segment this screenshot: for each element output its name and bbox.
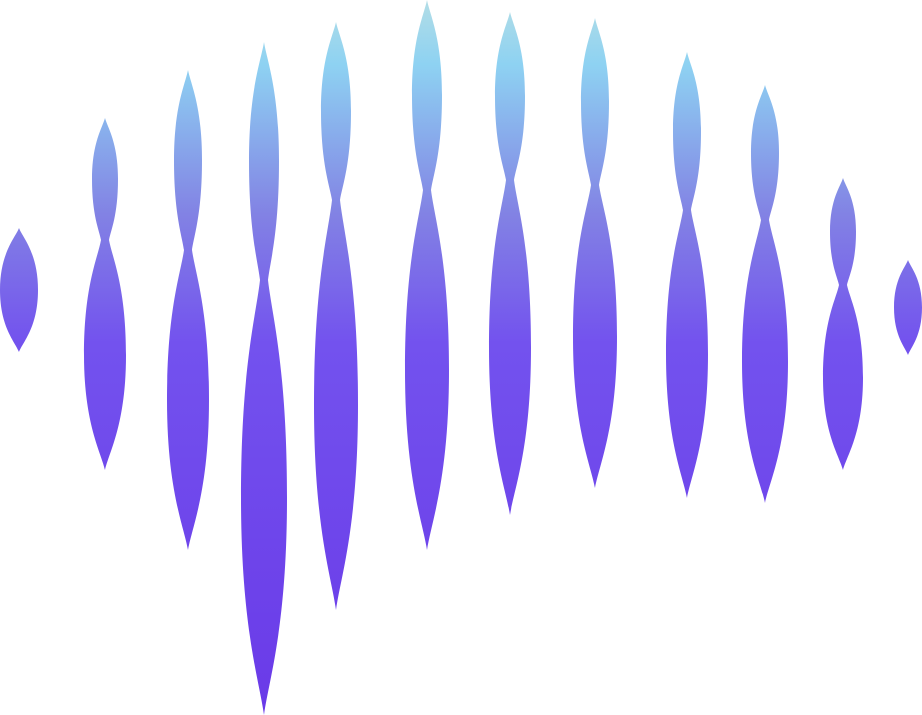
wave-bar	[0, 228, 38, 352]
wave-bar	[241, 42, 287, 715]
wave-bar	[573, 18, 617, 488]
wave-bar	[405, 0, 449, 550]
wave-bar	[666, 52, 708, 498]
wave-bar	[314, 22, 358, 610]
wave-bar	[894, 260, 922, 355]
wave-bar	[489, 12, 531, 515]
wave-bar	[823, 178, 863, 470]
wave-bar	[84, 118, 126, 470]
wave-bar	[742, 85, 788, 503]
wave-bar	[167, 70, 209, 550]
